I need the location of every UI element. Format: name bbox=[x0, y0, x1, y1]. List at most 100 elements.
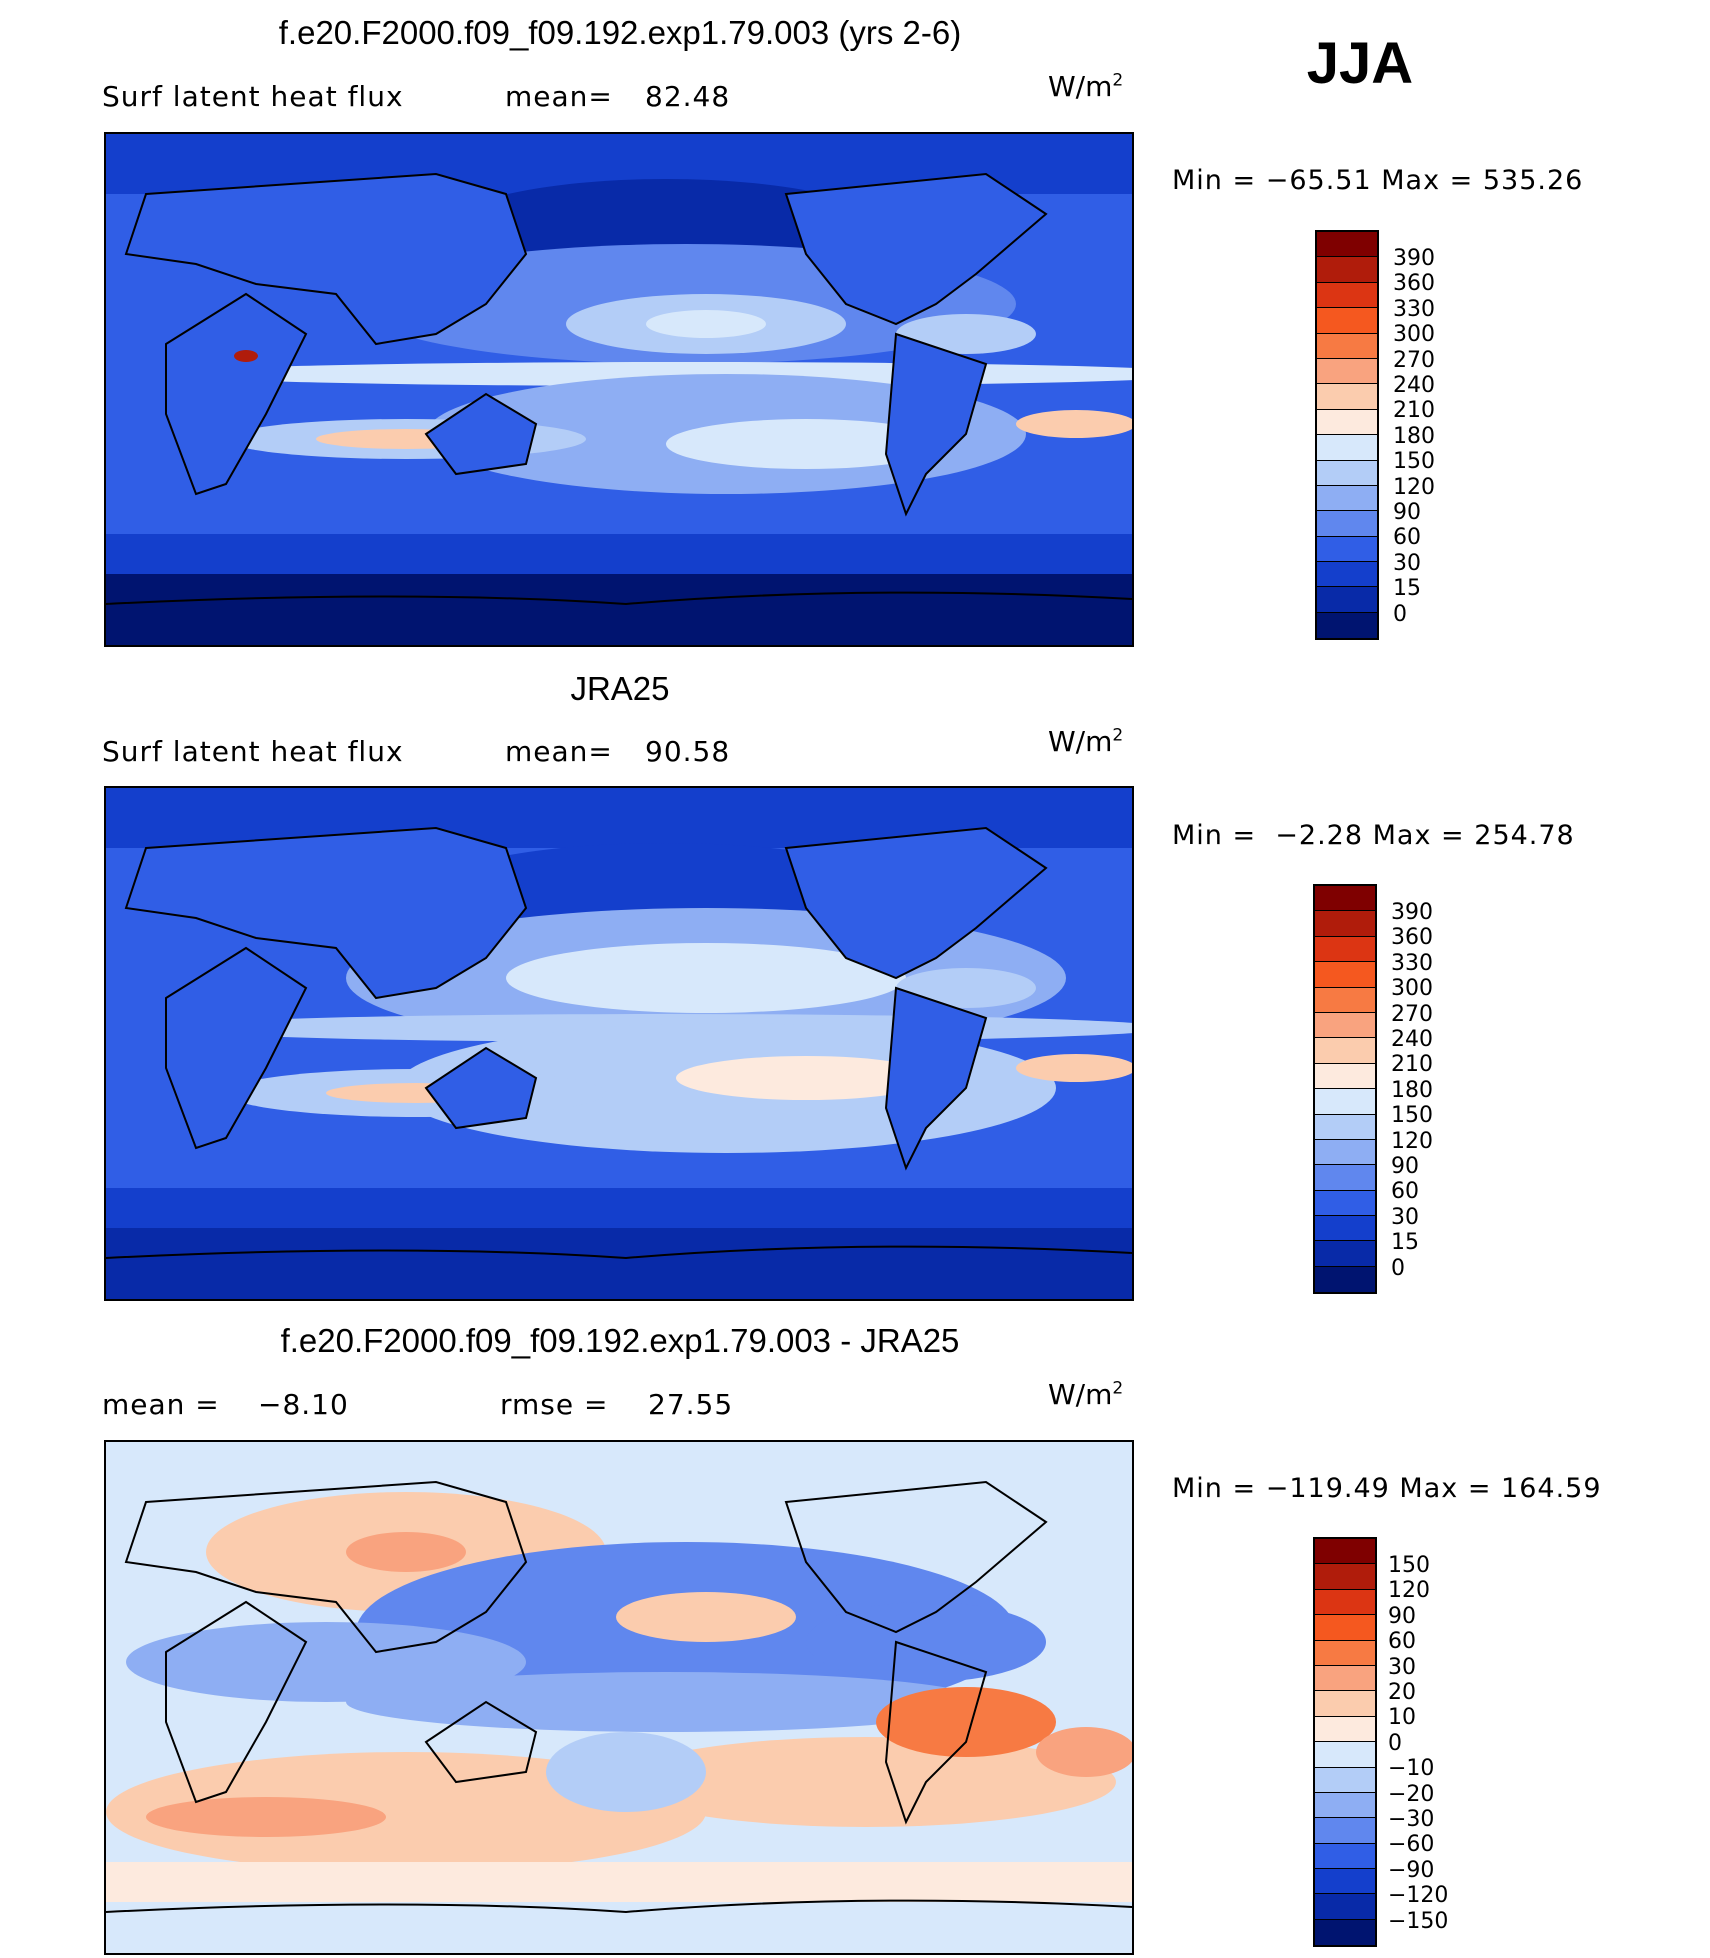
colorbar-tick-label: −150 bbox=[1388, 1908, 1449, 1934]
colorbar-tick-label: 120 bbox=[1393, 474, 1435, 500]
colorbar-swatch bbox=[1315, 1767, 1375, 1793]
panel3-min-max: Min = −119.49 Max = 164.59 bbox=[1172, 1473, 1602, 1504]
colorbar-tick-label: 240 bbox=[1391, 1027, 1433, 1053]
colorbar-tick-label: 60 bbox=[1393, 525, 1421, 551]
colorbar-swatch bbox=[1315, 1894, 1375, 1920]
colorbar-tick-label: 360 bbox=[1391, 925, 1433, 951]
colorbar-tick-label: 150 bbox=[1388, 1553, 1430, 1578]
colorbar-tick-label: −10 bbox=[1388, 1756, 1435, 1782]
colorbar-tick-label: 390 bbox=[1393, 246, 1435, 271]
colorbar-swatch bbox=[1315, 1691, 1375, 1717]
colorbar-tick-label: −90 bbox=[1388, 1857, 1435, 1883]
panel1-colorbar bbox=[1315, 230, 1379, 641]
panel2-title: JRA25 bbox=[570, 670, 670, 707]
panel3-rmse-value: 27.55 bbox=[648, 1388, 734, 1421]
colorbar-swatch bbox=[1315, 1716, 1375, 1743]
colorbar-swatch bbox=[1317, 232, 1377, 258]
colorbar-tick-label: 15 bbox=[1391, 1230, 1419, 1256]
colorbar-tick-label: −120 bbox=[1388, 1883, 1449, 1909]
colorbar-tick-label: −20 bbox=[1388, 1781, 1435, 1807]
panel1-units: W/m2 bbox=[1048, 70, 1124, 103]
colorbar-swatch bbox=[1317, 536, 1377, 563]
colorbar-tick-label: 90 bbox=[1391, 1154, 1419, 1180]
colorbar-swatch bbox=[1315, 1564, 1375, 1590]
panel2-map bbox=[104, 786, 1134, 1301]
colorbar-tick-label: 20 bbox=[1388, 1680, 1416, 1706]
panel2-colorbar bbox=[1313, 884, 1377, 1295]
colorbar-tick-label: 0 bbox=[1388, 1730, 1402, 1756]
colorbar-swatch bbox=[1315, 1266, 1375, 1293]
colorbar-swatch bbox=[1315, 1089, 1375, 1115]
panel2-colorbar-labels: 390 360 330 300 270 240 210 180 150 120 90 60 30 15 0 bbox=[1391, 900, 1433, 1281]
colorbar-tick-label: 120 bbox=[1388, 1578, 1430, 1604]
colorbar-tick-label: 150 bbox=[1391, 1103, 1433, 1129]
colorbar-tick-label: 210 bbox=[1391, 1052, 1433, 1078]
colorbar-swatch bbox=[1317, 612, 1377, 639]
colorbar-tick-label: −30 bbox=[1388, 1807, 1435, 1833]
colorbar-tick-label: 270 bbox=[1393, 347, 1435, 373]
panel3-colorbar-labels: 150 120 90 60 30 20 10 0 −10 −20 −30 −60 −90 −120 −150 bbox=[1388, 1553, 1448, 1934]
panel1-mean-value: 82.48 bbox=[645, 80, 731, 113]
colorbar-tick-label: 90 bbox=[1393, 500, 1421, 526]
colorbar-swatch bbox=[1315, 1665, 1375, 1692]
panel2-mean-value: 90.58 bbox=[645, 735, 731, 768]
colorbar-swatch bbox=[1315, 936, 1375, 963]
colorbar-swatch bbox=[1317, 358, 1377, 385]
colorbar-swatch bbox=[1315, 1114, 1375, 1140]
colorbar-swatch bbox=[1315, 1190, 1375, 1217]
colorbar-swatch bbox=[1315, 1539, 1375, 1565]
colorbar-tick-label: 60 bbox=[1388, 1629, 1416, 1655]
colorbar-swatch bbox=[1317, 562, 1377, 588]
colorbar-tick-label: 10 bbox=[1388, 1705, 1416, 1731]
colorbar-swatch bbox=[1315, 1038, 1375, 1064]
colorbar-tick-label: 120 bbox=[1391, 1128, 1433, 1154]
colorbar-tick-label: 180 bbox=[1393, 423, 1435, 449]
colorbar-tick-label: 390 bbox=[1391, 900, 1433, 925]
colorbar-tick-label: 15 bbox=[1393, 576, 1421, 602]
colorbar-tick-label: 270 bbox=[1391, 1001, 1433, 1027]
colorbar-tick-label: 330 bbox=[1393, 296, 1435, 322]
colorbar-tick-label: −60 bbox=[1388, 1832, 1435, 1858]
panel3-units: W/m2 bbox=[1048, 1378, 1124, 1411]
colorbar-swatch bbox=[1315, 1615, 1375, 1641]
colorbar-tick-label: 180 bbox=[1391, 1077, 1433, 1103]
panel3-mean-label: mean = bbox=[102, 1388, 220, 1421]
colorbar-swatch bbox=[1315, 1792, 1375, 1819]
panel3-mean-value: −8.10 bbox=[258, 1388, 349, 1421]
panel2-units: W/m2 bbox=[1048, 725, 1124, 758]
colorbar-tick-label: 30 bbox=[1393, 550, 1421, 576]
colorbar-swatch bbox=[1315, 1589, 1375, 1616]
colorbar-swatch bbox=[1315, 1742, 1375, 1768]
colorbar-swatch bbox=[1317, 587, 1377, 613]
colorbar-swatch bbox=[1317, 409, 1377, 436]
colorbar-swatch bbox=[1317, 308, 1377, 334]
colorbar-tick-label: 0 bbox=[1391, 1255, 1405, 1281]
colorbar-tick-label: 60 bbox=[1391, 1179, 1419, 1205]
colorbar-swatch bbox=[1315, 1165, 1375, 1191]
colorbar-swatch bbox=[1317, 257, 1377, 283]
panel2-variable-label: Surf latent heat flux bbox=[102, 735, 404, 768]
colorbar-swatch bbox=[1317, 511, 1377, 537]
colorbar-tick-label: 300 bbox=[1393, 322, 1435, 348]
panel1-min-max: Min = −65.51 Max = 535.26 bbox=[1172, 165, 1584, 196]
colorbar-swatch bbox=[1315, 1919, 1375, 1946]
colorbar-swatch bbox=[1315, 1818, 1375, 1844]
season-label: JJA bbox=[1306, 31, 1414, 96]
colorbar-swatch bbox=[1317, 333, 1377, 359]
colorbar-swatch bbox=[1315, 987, 1375, 1013]
panel1-variable-label: Surf latent heat flux bbox=[102, 80, 404, 113]
colorbar-swatch bbox=[1317, 460, 1377, 486]
colorbar-tick-label: 0 bbox=[1393, 601, 1407, 627]
colorbar-tick-label: 300 bbox=[1391, 976, 1433, 1002]
colorbar-swatch bbox=[1315, 911, 1375, 937]
colorbar-swatch bbox=[1315, 1139, 1375, 1166]
panel1-mean-label: mean= bbox=[505, 80, 613, 113]
colorbar-swatch bbox=[1315, 1012, 1375, 1039]
colorbar-swatch bbox=[1317, 485, 1377, 512]
colorbar-swatch bbox=[1315, 1216, 1375, 1242]
colorbar-tick-label: 210 bbox=[1393, 398, 1435, 424]
colorbar-swatch bbox=[1315, 886, 1375, 912]
colorbar-swatch bbox=[1315, 1843, 1375, 1870]
colorbar-swatch bbox=[1315, 1869, 1375, 1895]
panel3-colorbar bbox=[1313, 1537, 1377, 1948]
